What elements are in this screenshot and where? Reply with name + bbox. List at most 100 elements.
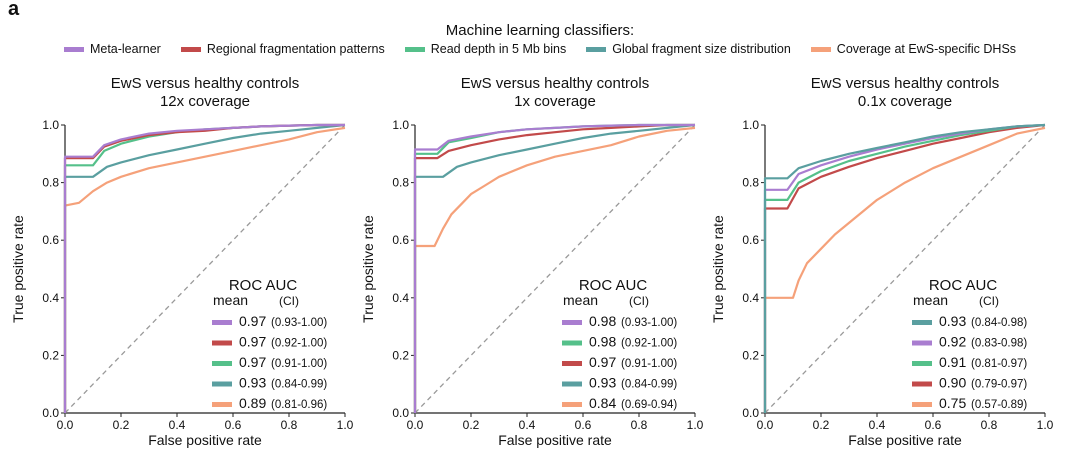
legend-item: Coverage at EwS-specific DHSs bbox=[810, 42, 1016, 56]
x-tick-label: 0.4 bbox=[869, 418, 886, 432]
x-tick-label: 0.2 bbox=[113, 418, 130, 432]
legend-swatch-icon bbox=[810, 46, 831, 52]
auc-ci-value: (0.81-0.97) bbox=[971, 358, 1027, 370]
auc-ci-value: (0.81-0.96) bbox=[271, 399, 327, 411]
legend-swatch-icon bbox=[404, 46, 425, 52]
y-tick-label: 0.0 bbox=[742, 406, 759, 420]
roc-curve-line bbox=[763, 123, 1046, 413]
auc-swatch-icon bbox=[212, 381, 232, 387]
roc-curve-line bbox=[63, 123, 346, 413]
legend-swatch-icon bbox=[63, 46, 84, 52]
auc-swatch-icon bbox=[912, 402, 932, 407]
auc-ci-label: (CI) bbox=[629, 294, 649, 308]
auc-value: 0.97 bbox=[239, 334, 266, 350]
y-axis-label: True positive rate bbox=[710, 215, 726, 323]
chart-subtitle: 0.1x coverage bbox=[858, 93, 952, 110]
legend-item: Meta-learner bbox=[63, 42, 161, 56]
x-axis-label: False positive rate bbox=[848, 432, 962, 448]
auc-ci-value: (0.84-0.99) bbox=[621, 379, 677, 391]
auc-value: 0.90 bbox=[939, 375, 966, 391]
x-tick-label: 1.0 bbox=[687, 418, 704, 432]
x-tick-label: 0.6 bbox=[925, 418, 942, 432]
y-tick-label: 0.8 bbox=[742, 176, 759, 190]
chart-title: EwS versus healthy controls bbox=[461, 75, 649, 92]
auc-ci-label: (CI) bbox=[979, 294, 999, 308]
auc-swatch-icon bbox=[912, 320, 932, 325]
auc-ci-value: (0.84-0.99) bbox=[271, 379, 327, 391]
x-tick-label: 0.8 bbox=[631, 418, 648, 432]
auc-value: 0.97 bbox=[239, 354, 266, 370]
roc-curve-line bbox=[413, 123, 695, 413]
y-tick-label: 0.4 bbox=[42, 291, 59, 305]
auc-ci-value: (0.92-1.00) bbox=[271, 338, 327, 350]
x-tick-label: 1.0 bbox=[1037, 418, 1054, 432]
chance-diagonal-line bbox=[414, 124, 696, 414]
y-tick-label: 0.4 bbox=[742, 291, 759, 305]
x-tick-label: 1.0 bbox=[337, 418, 354, 432]
legend-label: Meta-learner bbox=[89, 42, 161, 56]
x-tick-label: 0.8 bbox=[981, 418, 998, 432]
x-tick-label: 0.2 bbox=[463, 418, 480, 432]
auc-value: 0.98 bbox=[589, 313, 616, 329]
x-tick-label: 0.0 bbox=[407, 418, 424, 432]
auc-value: 0.98 bbox=[589, 334, 616, 350]
auc-value: 0.92 bbox=[939, 334, 966, 350]
roc-curve-line bbox=[763, 126, 1046, 413]
chance-diagonal-line bbox=[64, 124, 346, 414]
y-tick-label: 1.0 bbox=[742, 118, 759, 132]
y-tick-label: 0.6 bbox=[742, 233, 759, 247]
legend-item: Read depth in 5 Mb bins bbox=[404, 42, 566, 56]
legend-item: Regional fragmentation patterns bbox=[180, 42, 385, 56]
x-tick-label: 0.6 bbox=[575, 418, 592, 432]
x-axis-label: False positive rate bbox=[498, 432, 612, 448]
auc-mean-label: mean bbox=[213, 292, 248, 308]
auc-swatch-icon bbox=[562, 361, 582, 366]
auc-ci-value: (0.79-0.97) bbox=[971, 379, 1027, 391]
y-tick-label: 0.6 bbox=[392, 233, 409, 247]
y-tick-label: 0.8 bbox=[42, 176, 59, 190]
auc-swatch-icon bbox=[212, 361, 232, 366]
roc-curve-line bbox=[413, 123, 696, 413]
x-axis-label: False positive rate bbox=[148, 432, 262, 448]
roc-curve-line bbox=[763, 123, 1046, 413]
y-axis-label: True positive rate bbox=[10, 215, 26, 323]
roc-curve-line bbox=[63, 126, 346, 413]
chart-title: EwS versus healthy controls bbox=[811, 75, 999, 92]
x-tick-label: 0.6 bbox=[225, 418, 242, 432]
auc-swatch-icon bbox=[562, 340, 582, 346]
auc-ci-value: (0.93-1.00) bbox=[621, 317, 677, 329]
auc-value: 0.93 bbox=[939, 313, 966, 329]
y-tick-label: 0.2 bbox=[742, 348, 759, 362]
auc-ci-value: (0.57-0.89) bbox=[971, 399, 1027, 411]
auc-swatch-icon bbox=[562, 381, 582, 387]
auc-value: 0.89 bbox=[239, 395, 266, 411]
auc-value: 0.97 bbox=[589, 354, 616, 370]
y-tick-label: 0.2 bbox=[42, 348, 59, 362]
chart-subtitle: 12x coverage bbox=[160, 93, 250, 110]
chart-title: EwS versus healthy controls bbox=[111, 75, 299, 92]
chart-subtitle: 1x coverage bbox=[514, 93, 596, 110]
y-tick-label: 0.8 bbox=[392, 176, 409, 190]
auc-value: 0.93 bbox=[239, 375, 266, 391]
x-tick-label: 0.4 bbox=[169, 418, 186, 432]
auc-ci-label: (CI) bbox=[279, 294, 299, 308]
auc-ci-value: (0.69-0.94) bbox=[621, 399, 677, 411]
roc-curve-line bbox=[763, 123, 1046, 413]
y-tick-label: 0.0 bbox=[392, 406, 409, 420]
auc-header: ROC AUC bbox=[579, 277, 648, 294]
y-tick-label: 0.6 bbox=[42, 233, 59, 247]
auc-mean-label: mean bbox=[913, 292, 948, 308]
y-tick-label: 0.4 bbox=[392, 291, 409, 305]
panel-label: a bbox=[8, 0, 20, 20]
legend-label: Global fragment size distribution bbox=[612, 42, 791, 56]
auc-ci-value: (0.91-1.00) bbox=[271, 358, 327, 370]
legend-swatch-icon bbox=[586, 46, 607, 52]
auc-swatch-icon bbox=[562, 402, 582, 407]
auc-value: 0.84 bbox=[589, 395, 616, 411]
auc-ci-value: (0.84-0.98) bbox=[971, 317, 1027, 329]
roc-curve-line bbox=[63, 123, 345, 413]
auc-mean-label: mean bbox=[563, 292, 598, 308]
auc-header: ROC AUC bbox=[929, 277, 998, 294]
auc-swatch-icon bbox=[912, 361, 932, 366]
